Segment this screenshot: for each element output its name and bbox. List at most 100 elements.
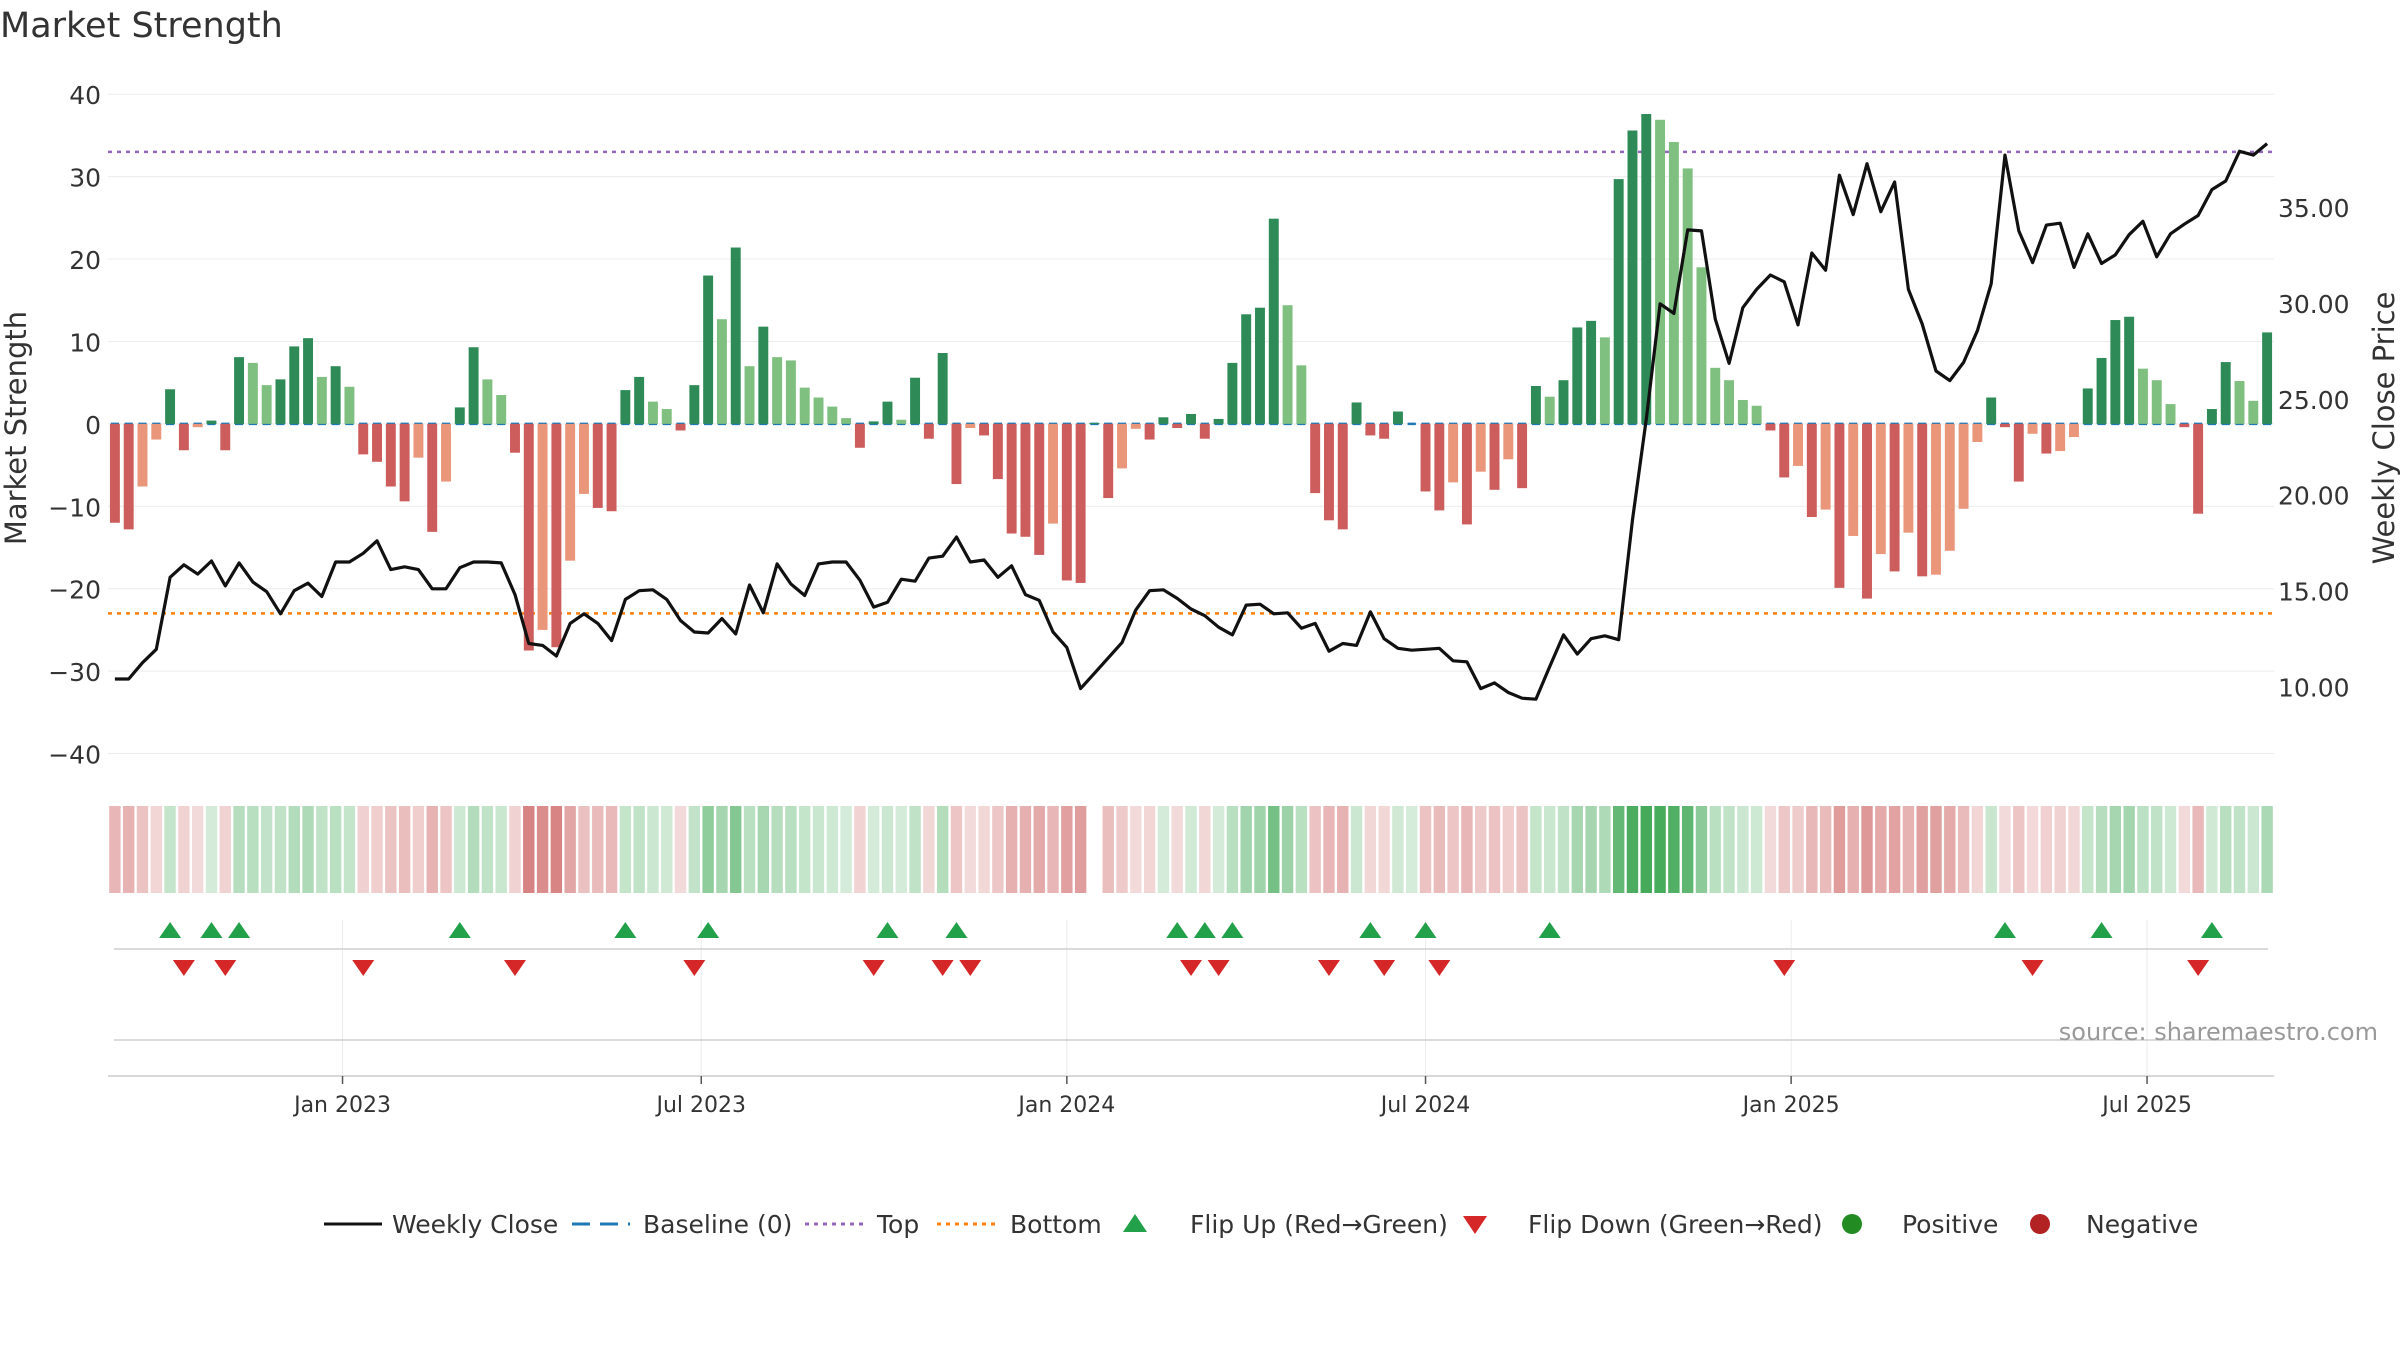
signal-cell	[1750, 806, 1763, 893]
strength-bar	[1862, 423, 1872, 599]
strength-bar	[2055, 423, 2066, 452]
strength-bar	[634, 376, 645, 424]
signal-cell	[2054, 806, 2066, 893]
strength-bar	[910, 377, 921, 424]
signal-cell	[260, 806, 273, 893]
signal-cell	[1861, 806, 1873, 893]
y2-tick-label: 35.00	[2278, 194, 2350, 223]
signal-cell	[895, 806, 907, 893]
signal-cell	[1585, 806, 1597, 893]
strength-bar	[1034, 423, 1045, 555]
signal-cell	[1681, 806, 1694, 893]
strength-bar	[523, 423, 534, 651]
signal-cell	[1833, 806, 1846, 893]
strength-bar	[454, 407, 465, 424]
signal-cell	[1157, 806, 1170, 893]
signal-cell	[1488, 806, 1501, 893]
strength-bar	[1296, 365, 1307, 424]
legend-label: Positive	[1902, 1210, 1998, 1239]
strength-bar	[358, 423, 369, 455]
signal-cell	[950, 806, 963, 893]
signal-cell	[978, 806, 990, 893]
signal-cell	[191, 806, 204, 893]
signal-cell	[150, 806, 162, 893]
strength-bar	[854, 423, 865, 448]
strength-bar	[275, 379, 286, 424]
y-tick-label: 30	[69, 164, 101, 193]
signal-cell	[1957, 806, 1970, 893]
strength-bar	[799, 387, 810, 424]
y2-tick-label: 15.00	[2278, 578, 2350, 607]
signal-cell	[247, 806, 259, 893]
flip-down-marker	[1180, 960, 1202, 976]
strength-bar	[137, 423, 148, 487]
signal-cell	[329, 806, 342, 893]
signal-cell	[1074, 806, 1087, 893]
y-axis-label: Market Strength	[0, 311, 33, 545]
signal-cell	[854, 806, 866, 893]
signal-cell	[233, 806, 245, 893]
strength-bar	[1944, 423, 1955, 551]
signal-cell	[1695, 806, 1708, 893]
y2-tick-label: 10.00	[2278, 674, 2350, 703]
strength-bar	[1020, 423, 1031, 537]
signal-cell	[605, 806, 618, 893]
strength-bar	[1061, 423, 1072, 581]
strength-bar	[1310, 423, 1321, 494]
signal-cell	[2192, 806, 2204, 893]
signal-cell	[2095, 806, 2108, 893]
y-axis-ticks: 40 30 20 10 0 −10 −20 −30 −40	[48, 81, 101, 769]
strength-bar	[2193, 423, 2204, 514]
signal-cell	[1723, 806, 1735, 893]
strength-bar	[1599, 337, 1610, 424]
strength-bar	[1489, 423, 1500, 490]
signal-cell	[840, 806, 852, 893]
flip-up-marker	[945, 922, 968, 938]
flip-down-marker	[214, 960, 237, 976]
signal-cell	[385, 806, 397, 893]
signal-cell	[1888, 806, 1901, 893]
strength-bar	[620, 390, 631, 424]
strength-bar	[827, 406, 838, 424]
signal-cell	[481, 806, 494, 893]
x-tick-label: Jul 2024	[1379, 1093, 1471, 1118]
strength-bar	[882, 401, 893, 424]
strength-bar	[192, 423, 203, 428]
strength-bar	[1627, 130, 1638, 424]
signal-cell	[2164, 806, 2177, 893]
strength-bar	[1972, 423, 1983, 443]
strength-bar	[1544, 396, 1555, 424]
signal-cell	[1764, 806, 1777, 893]
strength-bar	[675, 423, 686, 431]
signal-cell	[1875, 806, 1887, 893]
y-tick-label: 40	[69, 81, 101, 110]
flip-up-marker	[1193, 922, 1216, 938]
strength-bar	[510, 423, 520, 453]
strength-bar	[1213, 418, 1224, 424]
strength-bar	[1475, 423, 1486, 472]
strength-bar	[785, 360, 796, 424]
y-tick-label: 0	[85, 411, 101, 440]
strength-bar	[2027, 423, 2038, 434]
signal-cell	[2082, 806, 2094, 893]
signal-cell	[1130, 806, 1142, 893]
signal-cell	[1185, 806, 1197, 893]
flip-down-marker	[683, 960, 706, 976]
strength-bar	[1461, 423, 1472, 525]
signal-cell	[2068, 806, 2080, 893]
strength-bar	[1875, 423, 1886, 555]
strength-bar	[303, 338, 314, 424]
signal-cell	[1019, 806, 1032, 893]
signal-cell	[1792, 806, 1804, 893]
gridlines	[108, 93, 2274, 1075]
strength-bar	[1613, 179, 1624, 424]
signal-cell	[1626, 806, 1639, 893]
strength-bar	[979, 423, 990, 436]
signal-cell	[109, 806, 121, 893]
signal-cell	[2123, 806, 2135, 893]
chart-title: Market Strength	[0, 6, 283, 46]
signal-cell	[716, 806, 728, 893]
y2-tick-label: 20.00	[2278, 482, 2350, 511]
signal-cell	[1102, 806, 1114, 893]
signal-cell	[1406, 806, 1418, 893]
